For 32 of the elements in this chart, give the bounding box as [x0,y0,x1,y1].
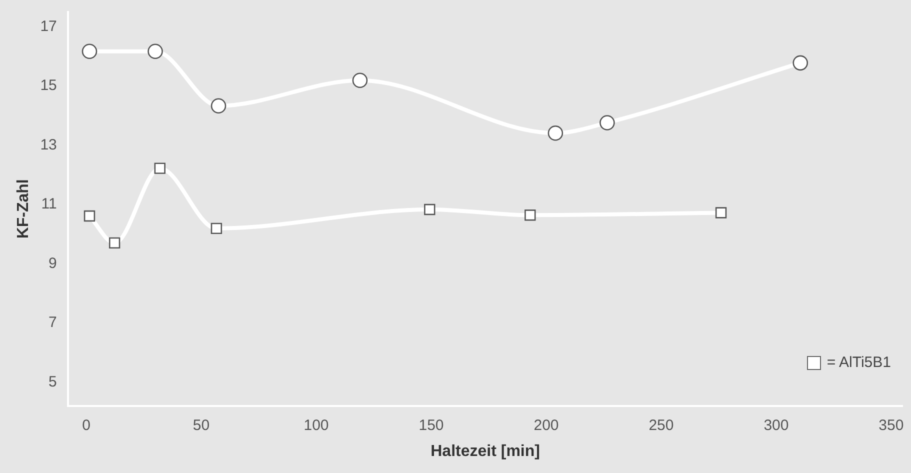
x-axis-title: Haltezeit [min] [430,442,540,460]
point [84,210,96,222]
point [210,98,226,114]
x-tick-label: 150 [418,416,444,434]
point [154,162,166,174]
x-tick-label: 50 [192,416,210,434]
point [148,44,163,60]
point [210,222,222,234]
x-tick-label: 0 [82,416,90,434]
point [600,115,615,130]
x-tick-label: 200 [534,416,559,434]
point [352,72,368,88]
point [792,55,808,71]
y-tick-label: 15 [40,77,57,94]
y-tick-label: 13 [40,136,57,154]
y-axis-title: KF-Zahl [15,179,32,239]
y-tick-label: 7 [48,314,57,332]
point [108,237,120,249]
x-tick-label: 100 [304,416,329,434]
y-tick-label: 11 [41,196,57,213]
y-tick-label: 5 [48,373,57,390]
x-tick-label: 250 [648,416,674,434]
x-tick-label: 300 [764,416,789,434]
point [424,204,436,216]
y-tick-label: 9 [48,254,57,272]
x-tick-label: 350 [878,416,904,434]
legend-label: = AlTi5B1 [826,354,891,371]
point [524,210,536,221]
point [715,207,727,218]
point [82,44,98,60]
y-tick-label: 17 [40,18,57,35]
point [548,125,564,141]
